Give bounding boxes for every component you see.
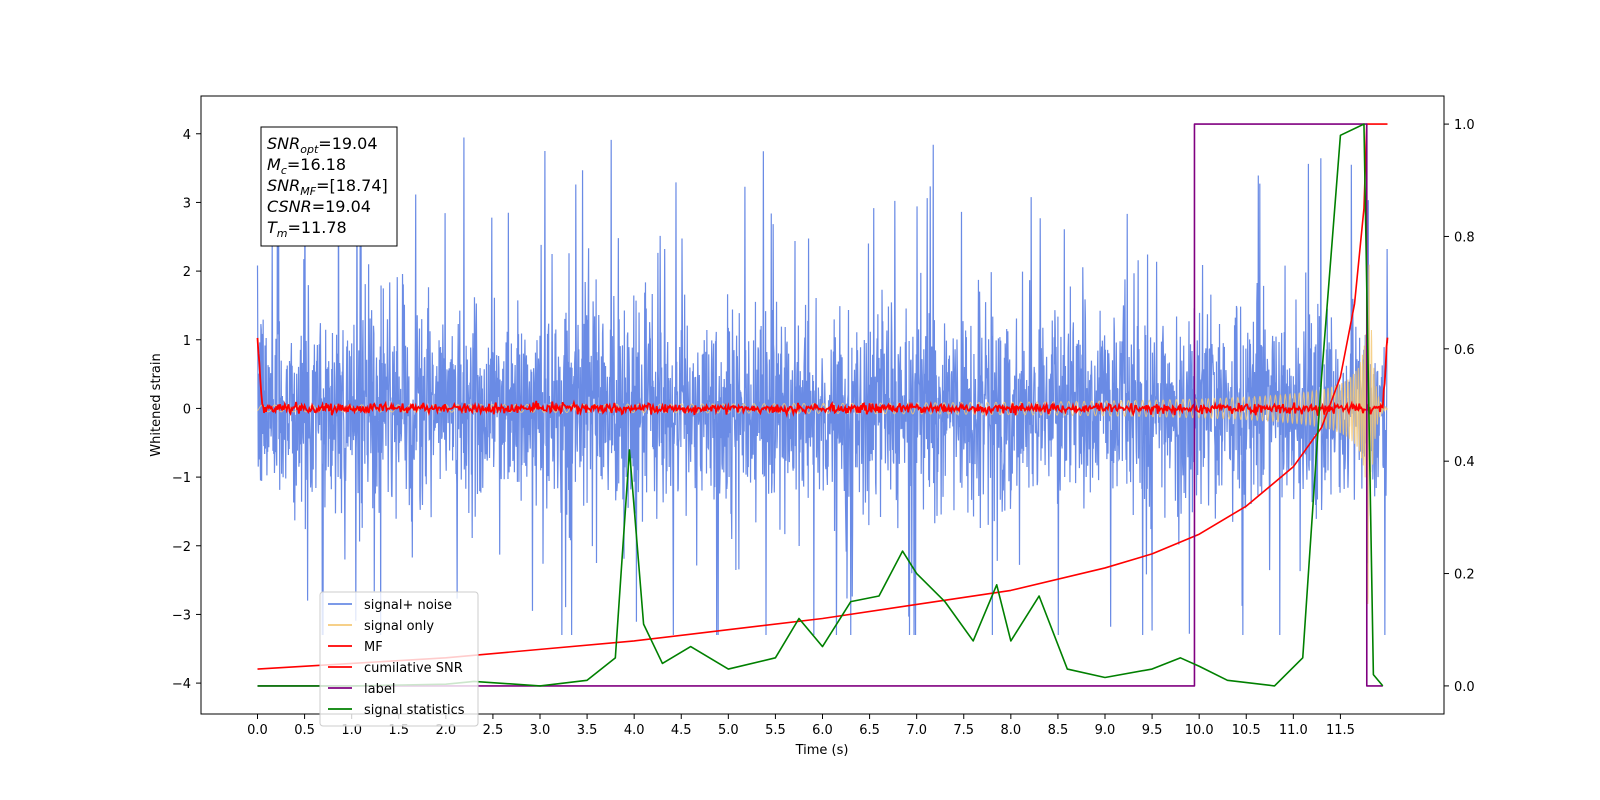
legend-frame [319,591,479,727]
legend-entry: cumilative SNR [364,661,463,676]
x-tick-label: 3.5 [577,723,598,738]
series-signal-noise-line [256,128,1389,636]
x-tick-label: 8.5 [1048,723,1069,738]
x-tick-label: 6.5 [859,723,880,738]
x-tick-label: 11.5 [1326,723,1355,738]
y-left-tick-label: −2 [172,540,191,555]
y-left-tick-label: −1 [172,471,191,486]
x-tick-label: 3.0 [530,723,551,738]
annotation-line: Mc=16.18 [267,155,346,177]
x-tick-label: 10.0 [1185,723,1214,738]
y-right-tick-label: 0.0 [1454,680,1475,695]
x-tick-label: 4.0 [624,723,645,738]
annotation-line: SNRopt=19.04 [267,134,378,156]
y-left-tick-label: 4 [183,128,191,143]
y-left-tick-label: 2 [183,265,191,280]
y-right-axis: 1.0 0.8 0.6 0.4 0.2 0.0 [1444,118,1475,695]
x-tick-label: 0.0 [247,723,268,738]
x-tick-label: 2.0 [435,723,456,738]
y-left-tick-label: −4 [172,677,191,692]
y-right-tick-label: 0.4 [1454,455,1475,470]
x-tick-label: 9.0 [1095,723,1116,738]
legend-entry: MF [364,640,383,655]
x-tick-label: 0.5 [294,723,315,738]
series-layer [256,123,1389,687]
y-right-tick-label: 1.0 [1454,118,1475,133]
annotation-box: SNRopt=19.04Mc=16.18SNRMF=[18.74]CSNR=19… [260,126,398,247]
legend-entry: label [364,682,395,697]
x-tick-label: 2.5 [483,723,504,738]
x-axis-label: Time (s) [795,743,849,758]
y-left-axis: 4 3 2 1 0 −1 −2 −3 −4 [172,128,201,692]
y-left-tick-label: 0 [183,402,191,417]
series-mf-line [256,337,1389,419]
legend: signal+ noise signal only MF cumilative SNR… [319,591,479,727]
x-axis: 0.0 0.5 1.0 1.5 2.0 2.5 3.0 3.5 4.0 4.5 5.0 5.5 6.0 6… [247,714,1355,738]
legend-entry: signal+ noise [364,598,452,613]
y-right-tick-label: 0.8 [1454,230,1475,245]
y-left-tick-label: −3 [172,608,191,623]
annotation-frame [260,126,398,247]
y-right-tick-label: 0.6 [1454,343,1475,358]
series-signal-statistics-line [257,123,1384,687]
annotation-line: SNRMF=[18.74] [267,176,388,198]
x-tick-label: 1.5 [388,723,409,738]
y-left-tick-label: 3 [183,196,191,211]
x-tick-label: 10.5 [1232,723,1261,738]
y-left-tick-label: 1 [183,334,191,349]
legend-entry: signal statistics [364,703,465,718]
y-axis-label: Whitened strain [149,353,164,456]
annotation-line: Tm=11.78 [267,218,347,240]
legend-entry: signal only [364,619,434,634]
x-tick-label: 1.0 [341,723,362,738]
x-tick-label: 7.0 [906,723,927,738]
x-tick-label: 6.0 [812,723,833,738]
annotation-line: CSNR=19.04 [267,197,371,216]
plot-area [200,95,1445,715]
x-tick-label: 11.0 [1279,723,1308,738]
series-cumulative-snr-line [257,123,1388,670]
x-tick-label: 5.0 [718,723,739,738]
x-tick-label: 8.0 [1000,723,1021,738]
x-tick-label: 7.5 [953,723,974,738]
y-right-tick-label: 0.2 [1454,568,1475,583]
x-tick-label: 4.5 [671,723,692,738]
x-tick-label: 5.5 [765,723,786,738]
x-tick-label: 9.5 [1142,723,1163,738]
